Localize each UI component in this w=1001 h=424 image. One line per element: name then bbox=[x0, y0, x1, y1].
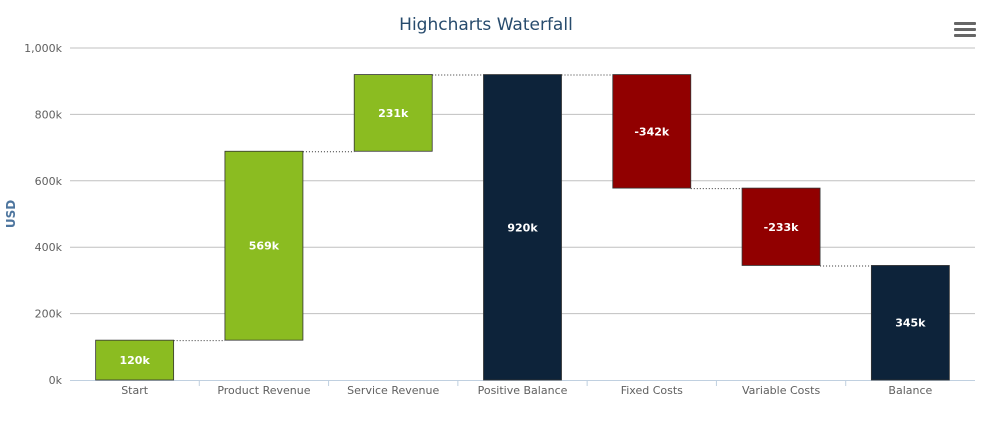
y-tick-label: 200k bbox=[35, 308, 63, 321]
waterfall-bar[interactable] bbox=[224, 150, 304, 341]
waterfall-bar[interactable] bbox=[353, 74, 433, 152]
x-tick-label: Start bbox=[121, 384, 149, 397]
x-tick-label: Balance bbox=[888, 384, 932, 397]
x-tick-label: Variable Costs bbox=[742, 384, 820, 397]
x-tick-label: Service Revenue bbox=[347, 384, 439, 397]
y-tick-label: 0k bbox=[49, 374, 63, 387]
y-tick-label: 400k bbox=[35, 241, 63, 254]
bar-data-label: 231k bbox=[378, 107, 409, 120]
waterfall-bar[interactable] bbox=[612, 74, 692, 189]
x-tick-label: Positive Balance bbox=[478, 384, 568, 397]
bar-data-label: -233k bbox=[764, 221, 800, 234]
waterfall-bar[interactable] bbox=[741, 187, 821, 266]
hamburger-menu-icon[interactable] bbox=[954, 22, 976, 40]
x-tick-label: Product Revenue bbox=[217, 384, 310, 397]
y-axis-title: USD bbox=[4, 200, 18, 228]
y-tick-label: 600k bbox=[35, 175, 63, 188]
x-tick-label: Fixed Costs bbox=[621, 384, 683, 397]
waterfall-bar[interactable] bbox=[95, 339, 175, 381]
y-tick-label: 1,000k bbox=[24, 42, 62, 55]
waterfall-bar[interactable] bbox=[870, 265, 950, 381]
bar-data-label: 920k bbox=[507, 221, 538, 234]
bar-data-label: 120k bbox=[120, 354, 151, 367]
chart-title: Highcharts Waterfall bbox=[399, 15, 573, 35]
y-tick-label: 800k bbox=[35, 108, 63, 121]
bar-data-label: 345k bbox=[895, 317, 926, 330]
bar-data-label: 569k bbox=[249, 240, 280, 253]
bar-data-label: -342k bbox=[634, 125, 670, 138]
waterfall-bar[interactable] bbox=[483, 74, 562, 381]
